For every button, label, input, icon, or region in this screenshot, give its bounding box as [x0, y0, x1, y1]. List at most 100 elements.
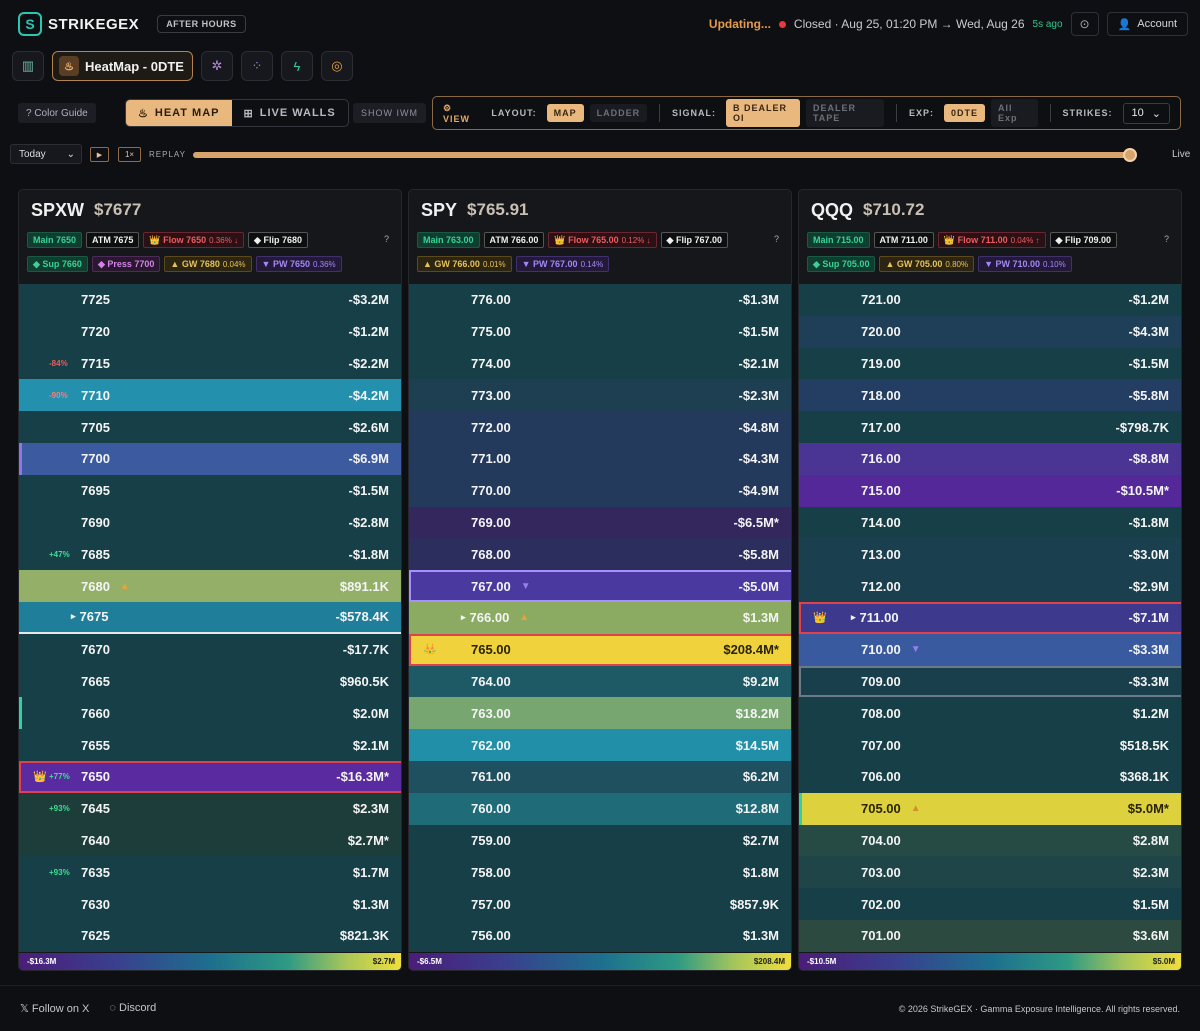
exp-all-option[interactable]: All Exp: [991, 99, 1038, 127]
strike-row[interactable]: 759.00 $2.7M: [409, 824, 791, 857]
heat-map-toggle[interactable]: ♨ HEAT MAP: [126, 100, 232, 126]
strike-row[interactable]: 7695 -$1.5M: [19, 474, 401, 507]
strike-row[interactable]: 7700 -$6.9M: [19, 442, 401, 475]
strike-row[interactable]: 703.00 $2.3M: [799, 856, 1181, 889]
level-chip[interactable]: ▼ PW 767.00 0.14%: [515, 256, 610, 272]
level-chip[interactable]: ▲ GW 705.00 0.80%: [879, 256, 975, 272]
heatmap-0dte-tab[interactable]: ♨ HeatMap - 0DTE: [52, 51, 193, 81]
strike-row[interactable]: 705.00 ▲ $5.0M*: [799, 792, 1181, 825]
strike-row[interactable]: 717.00 -$798.7K: [799, 411, 1181, 443]
strike-row[interactable]: 7660 $2.0M: [19, 697, 401, 730]
level-chip[interactable]: 👑 Flow 711.00 0.04% ↑: [937, 232, 1046, 248]
strike-row[interactable]: 7640 $2.7M*: [19, 824, 401, 857]
strike-row[interactable]: 716.00 -$8.8M: [799, 442, 1181, 475]
level-chip[interactable]: 👑 Flow 7650 0.36% ↓: [143, 232, 245, 248]
strike-row[interactable]: 761.00 $6.2M: [409, 760, 791, 793]
strike-row[interactable]: -90% 7710 -$4.2M: [19, 379, 401, 412]
strike-row[interactable]: 776.00 -$1.3M: [409, 284, 791, 316]
help-icon[interactable]: ?: [1163, 234, 1169, 244]
strike-row[interactable]: 771.00 -$4.3M: [409, 442, 791, 475]
strike-row[interactable]: 701.00 $3.6M: [799, 919, 1181, 952]
strike-row[interactable]: 710.00 ▼ -$3.3M: [799, 633, 1181, 666]
strike-row[interactable]: +93% 7645 $2.3M: [19, 792, 401, 825]
strike-row[interactable]: ▸ 7675 -$578.4K: [19, 601, 401, 634]
level-chip[interactable]: ▲ GW 766.00 0.01%: [417, 256, 512, 272]
play-button[interactable]: ▶: [90, 147, 109, 162]
strike-row[interactable]: 715.00 -$10.5M*: [799, 474, 1181, 507]
strike-row[interactable]: 👑 ▸ 711.00 -$7.1M: [799, 601, 1181, 634]
strike-row[interactable]: 7690 -$2.8M: [19, 506, 401, 539]
strike-row[interactable]: 7670 -$17.7K: [19, 633, 401, 666]
level-chip[interactable]: ◆ Sup 705.00: [807, 256, 876, 272]
level-chip[interactable]: ATM 766.00: [483, 232, 545, 248]
strike-row[interactable]: 770.00 -$4.9M: [409, 474, 791, 507]
strike-row[interactable]: 762.00 $14.5M: [409, 729, 791, 761]
strike-row[interactable]: 773.00 -$2.3M: [409, 379, 791, 412]
strike-row[interactable]: 772.00 -$4.8M: [409, 411, 791, 443]
strike-row[interactable]: ▸ 766.00 ▲ $1.3M: [409, 601, 791, 634]
live-walls-toggle[interactable]: ⊞ LIVE WALLS: [232, 100, 348, 126]
strike-row[interactable]: 714.00 -$1.8M: [799, 506, 1181, 539]
target-tool-button[interactable]: ◎: [320, 51, 353, 81]
strike-row[interactable]: 7655 $2.1M: [19, 729, 401, 761]
level-chip[interactable]: ◆ Flip 767.00: [660, 232, 728, 248]
strike-row[interactable]: +93% 7635 $1.7M: [19, 856, 401, 889]
level-chip[interactable]: ▲ GW 7680 0.04%: [164, 256, 252, 272]
replay-slider-thumb[interactable]: [1123, 148, 1137, 162]
date-range-select[interactable]: Today ⌄: [10, 144, 82, 164]
strike-row[interactable]: 758.00 $1.8M: [409, 856, 791, 889]
speed-button[interactable]: 1×: [118, 147, 141, 162]
strikes-select[interactable]: 10 ⌄: [1122, 102, 1171, 124]
level-chip[interactable]: ▼ PW 7650 0.36%: [255, 256, 342, 272]
strike-row[interactable]: 706.00 $368.1K: [799, 760, 1181, 793]
logo[interactable]: S STRIKEGEX: [18, 12, 139, 36]
discord-link[interactable]: ◌ Discord: [109, 1002, 156, 1015]
strike-row[interactable]: 702.00 $1.5M: [799, 888, 1181, 920]
strike-row[interactable]: 720.00 -$4.3M: [799, 315, 1181, 348]
strike-row[interactable]: +47% 7685 -$1.8M: [19, 538, 401, 571]
strike-row[interactable]: 719.00 -$1.5M: [799, 347, 1181, 380]
show-iwm-button[interactable]: SHOW IWM: [353, 103, 426, 123]
strike-row[interactable]: +77% 👑 7650 -$16.3M*: [19, 760, 401, 793]
strike-row[interactable]: 768.00 -$5.8M: [409, 538, 791, 571]
strike-row[interactable]: 7705 -$2.6M: [19, 411, 401, 443]
lightning-tool-button[interactable]: ϟ: [280, 51, 313, 81]
strike-row[interactable]: 7625 $821.3K: [19, 919, 401, 952]
level-chip[interactable]: ◆ Flip 709.00: [1049, 232, 1117, 248]
replay-slider-track[interactable]: [193, 152, 1130, 158]
strike-row[interactable]: 7630 $1.3M: [19, 888, 401, 920]
level-chip[interactable]: ◆ Sup 7660: [27, 256, 88, 272]
exp-0dte-option[interactable]: 0DTE: [944, 104, 986, 122]
strike-row[interactable]: 708.00 $1.2M: [799, 697, 1181, 730]
layout-ladder-option[interactable]: LADDER: [589, 104, 648, 122]
strike-row[interactable]: 756.00 $1.3M: [409, 919, 791, 952]
flow-tool-button[interactable]: ✲: [200, 51, 233, 81]
help-icon[interactable]: ?: [773, 234, 779, 244]
strike-row[interactable]: 774.00 -$2.1M: [409, 347, 791, 380]
strike-row[interactable]: 763.00 $18.2M: [409, 697, 791, 730]
level-chip[interactable]: ◆ Press 7700: [91, 256, 161, 272]
strike-row[interactable]: 764.00 $9.2M: [409, 665, 791, 698]
follow-x-link[interactable]: 𝕏 Follow on X: [20, 1003, 90, 1015]
strike-row[interactable]: 718.00 -$5.8M: [799, 379, 1181, 412]
help-button[interactable]: ⊙: [1070, 12, 1099, 36]
strike-row[interactable]: 721.00 -$1.2M: [799, 284, 1181, 316]
level-chip[interactable]: Main 715.00: [807, 232, 870, 248]
strike-row[interactable]: 704.00 $2.8M: [799, 824, 1181, 857]
strike-row[interactable]: 712.00 -$2.9M: [799, 570, 1181, 602]
strike-row[interactable]: 707.00 $518.5K: [799, 729, 1181, 761]
account-button[interactable]: 👤 Account: [1106, 12, 1188, 36]
strike-row[interactable]: 760.00 $12.8M: [409, 792, 791, 825]
level-chip[interactable]: Main 7650: [27, 232, 83, 248]
level-chip[interactable]: ▼ PW 710.00 0.10%: [978, 256, 1072, 272]
strike-row[interactable]: 769.00 -$6.5M*: [409, 506, 791, 539]
strike-row[interactable]: 👑 765.00 $208.4M*: [409, 633, 791, 666]
strike-row[interactable]: 709.00 -$3.3M: [799, 665, 1181, 698]
strike-row[interactable]: 7665 $960.5K: [19, 665, 401, 698]
strike-row[interactable]: 7680 ▲ $891.1K: [19, 570, 401, 602]
strike-row[interactable]: 775.00 -$1.5M: [409, 315, 791, 348]
level-chip[interactable]: ATM 7675: [86, 232, 140, 248]
level-chip[interactable]: ◆ Flip 7680: [248, 232, 308, 248]
signal-dealer-oi-option[interactable]: B DEALER OI: [725, 99, 800, 127]
layout-map-option[interactable]: MAP: [546, 104, 584, 122]
